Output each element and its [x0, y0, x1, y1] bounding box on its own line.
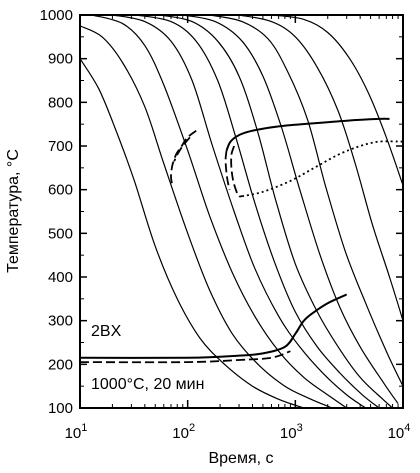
cooling-curve	[238, 15, 403, 321]
transformation-line-dashed	[170, 129, 197, 186]
annotation-treatment: 1000°С, 20 мин	[91, 376, 204, 393]
y-tick-label: 800	[48, 94, 73, 111]
transformation-line-solid	[225, 117, 390, 151]
cooling-curve	[159, 15, 393, 408]
plot-frame	[79, 14, 404, 409]
cooling-curve	[112, 15, 367, 408]
x-tick-label: 104	[388, 422, 411, 442]
y-tick-label: 700	[48, 138, 73, 155]
transformation-line-dashed	[224, 150, 231, 190]
x-tick-label: 102	[172, 422, 195, 442]
cooling-curve	[182, 15, 399, 404]
y-tick-label: 600	[48, 182, 73, 199]
y-tick-label: 300	[48, 313, 73, 330]
transformation-line-dashed	[80, 350, 291, 364]
curve-layer	[80, 15, 403, 408]
transformation-line-solid	[80, 293, 348, 359]
y-tick-label: 500	[48, 225, 73, 242]
y-tick-label: 900	[48, 51, 73, 68]
y-tick-label: 1000	[40, 7, 73, 24]
y-tick-label: 100	[48, 400, 73, 417]
cooling-curve	[80, 58, 305, 408]
cooling-curve	[80, 25, 333, 408]
cooling-curve	[209, 15, 403, 387]
transformation-line-dotted	[241, 140, 403, 198]
cooling-curve	[135, 15, 380, 408]
cooling-curve	[271, 15, 403, 186]
y-tick-label: 200	[48, 356, 73, 373]
cooling-curve	[92, 15, 348, 408]
y-tick-label: 400	[48, 269, 73, 286]
x-tick-label: 101	[65, 422, 88, 442]
tick-layer: 100 200 300 400 500 600 700 800 900 1000 101 102 103…	[40, 7, 411, 442]
x-tick-label: 103	[280, 422, 303, 442]
x-axis-label: Время, с	[208, 450, 273, 467]
transformation-line-dashed	[173, 136, 191, 162]
y-axis-label: Температура, °С	[5, 149, 22, 273]
annotation-grade: 2BX	[91, 323, 122, 340]
